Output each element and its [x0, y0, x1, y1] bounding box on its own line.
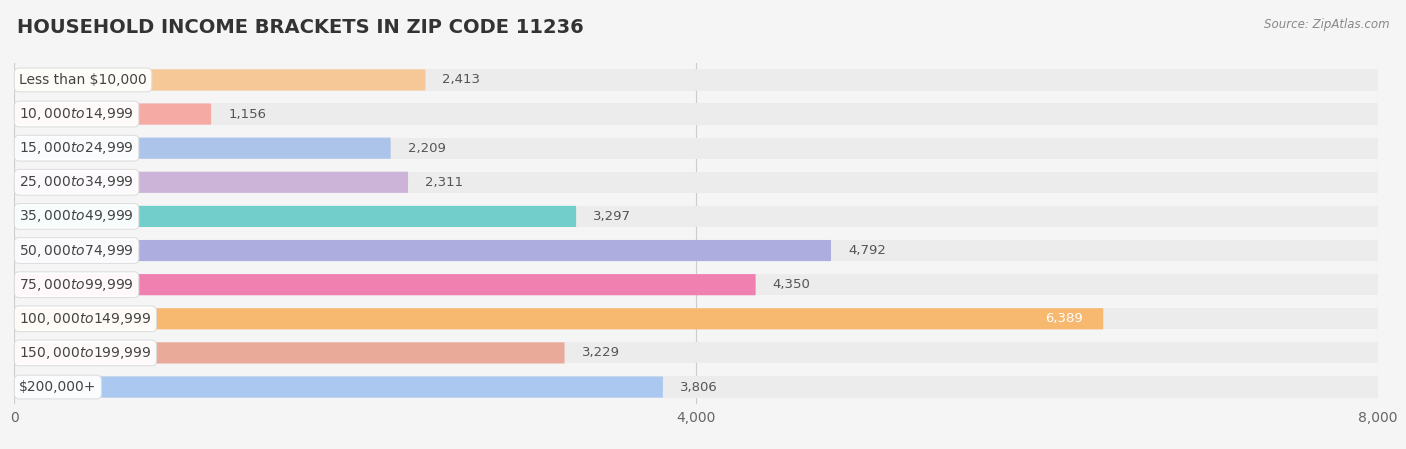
Bar	[14, 206, 1378, 227]
Text: HOUSEHOLD INCOME BRACKETS IN ZIP CODE 11236: HOUSEHOLD INCOME BRACKETS IN ZIP CODE 11…	[17, 18, 583, 37]
Text: Source: ZipAtlas.com: Source: ZipAtlas.com	[1264, 18, 1389, 31]
FancyBboxPatch shape	[14, 172, 408, 193]
Text: $100,000 to $149,999: $100,000 to $149,999	[20, 311, 152, 327]
Text: $150,000 to $199,999: $150,000 to $199,999	[20, 345, 152, 361]
Bar	[14, 103, 1378, 125]
FancyBboxPatch shape	[14, 103, 211, 125]
Text: 1,156: 1,156	[228, 108, 266, 120]
FancyBboxPatch shape	[14, 240, 831, 261]
Bar	[14, 274, 1378, 295]
Text: 2,413: 2,413	[443, 74, 481, 86]
Text: 4,792: 4,792	[848, 244, 886, 257]
FancyBboxPatch shape	[14, 69, 426, 91]
FancyBboxPatch shape	[14, 308, 1104, 330]
Bar	[14, 342, 1378, 364]
Bar	[14, 308, 1378, 330]
Text: 2,311: 2,311	[425, 176, 463, 189]
FancyBboxPatch shape	[14, 137, 391, 159]
Text: $50,000 to $74,999: $50,000 to $74,999	[20, 242, 134, 259]
Text: $35,000 to $49,999: $35,000 to $49,999	[20, 208, 134, 224]
Text: 3,806: 3,806	[681, 381, 717, 393]
Text: 4,350: 4,350	[773, 278, 811, 291]
FancyBboxPatch shape	[14, 206, 576, 227]
FancyBboxPatch shape	[14, 376, 662, 398]
Bar	[14, 137, 1378, 159]
Text: 3,297: 3,297	[593, 210, 631, 223]
Bar	[14, 172, 1378, 193]
Text: $15,000 to $24,999: $15,000 to $24,999	[20, 140, 134, 156]
Text: $75,000 to $99,999: $75,000 to $99,999	[20, 277, 134, 293]
Text: Less than $10,000: Less than $10,000	[20, 73, 146, 87]
FancyBboxPatch shape	[14, 342, 565, 364]
Text: $200,000+: $200,000+	[20, 380, 97, 394]
Text: $10,000 to $14,999: $10,000 to $14,999	[20, 106, 134, 122]
Text: 2,209: 2,209	[408, 142, 446, 154]
Bar	[14, 240, 1378, 261]
Text: 3,229: 3,229	[582, 347, 620, 359]
Bar	[14, 376, 1378, 398]
Text: $25,000 to $34,999: $25,000 to $34,999	[20, 174, 134, 190]
Text: 6,389: 6,389	[1045, 313, 1083, 325]
FancyBboxPatch shape	[14, 274, 755, 295]
Bar	[14, 69, 1378, 91]
